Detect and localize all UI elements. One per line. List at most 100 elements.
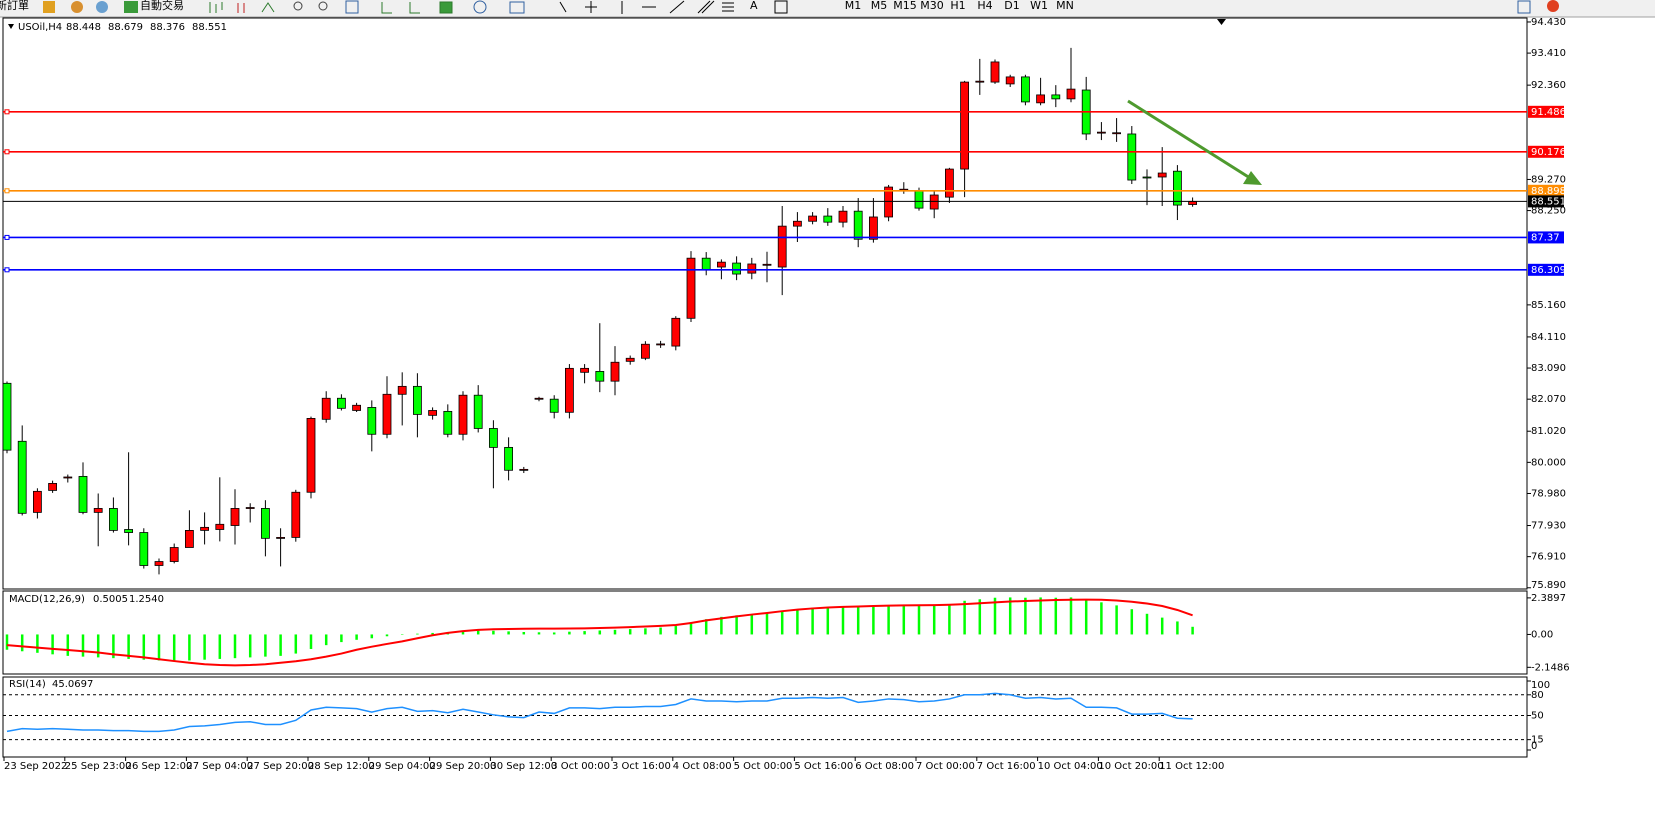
cursor-tool[interactable] (559, 1, 567, 13)
candle-body (33, 490, 42, 513)
line-handle (4, 188, 10, 194)
chart-shift-marker (1217, 19, 1226, 25)
icon[interactable] (43, 1, 55, 13)
y-tick-label: 50 (1531, 711, 1544, 722)
candle-body (1036, 94, 1045, 104)
icon[interactable] (96, 1, 108, 13)
y-tick-label: 92.360 (1531, 80, 1566, 91)
toolbar (0, 0, 1655, 17)
candle-body (534, 397, 544, 400)
candle-body (595, 371, 605, 382)
candle-body (488, 428, 498, 448)
timeframe-button[interactable]: MN (1056, 0, 1074, 12)
icon[interactable] (439, 1, 453, 14)
timeframe-button[interactable]: H4 (977, 0, 992, 12)
x-tick-label: 4 Oct 08:00 (673, 761, 732, 772)
main-panel (2, 17, 1528, 590)
x-tick-label: 7 Oct 16:00 (977, 761, 1036, 772)
timeframe-button[interactable]: M30 (920, 0, 944, 12)
candle-body (519, 468, 529, 471)
text-tool[interactable]: A (750, 0, 758, 12)
y-tick-label: 77.930 (1531, 521, 1566, 532)
trendline-tool[interactable] (669, 0, 685, 14)
candle-body (336, 397, 346, 409)
notification-icon[interactable] (1547, 0, 1559, 12)
icon[interactable] (237, 3, 245, 13)
trend-arrow (1127, 99, 1262, 185)
candle-body (473, 394, 483, 429)
y-tick-label: 94.430 (1531, 17, 1566, 28)
candle-body (1127, 133, 1137, 181)
candle-body (1173, 170, 1182, 206)
candle-body (443, 410, 453, 435)
timeframe-bar: M1 M5 M15 M30 H1 H4 D1 W1 MN (845, 0, 1074, 12)
timeframe-button[interactable]: W1 (1030, 0, 1048, 12)
new-order-button[interactable]: 新訂單 (0, 0, 29, 12)
y-tick-label: -2.1486 (1531, 662, 1570, 673)
price-label: 88.551 (1531, 196, 1566, 207)
candle-body (929, 194, 939, 210)
icon[interactable] (293, 1, 303, 11)
x-tick-label: 29 Sep 20:00 (430, 761, 497, 772)
line-handle (4, 267, 10, 273)
y-tick-label: 83.090 (1531, 363, 1566, 374)
timeframe-button[interactable]: M15 (893, 0, 917, 12)
candle-body (260, 508, 270, 539)
rsi-readout: 45.0697 (52, 679, 93, 690)
candle-body (1112, 132, 1121, 135)
candle-body (1066, 88, 1076, 100)
autotrade-button[interactable]: 自動交易 (140, 0, 184, 12)
search-icon[interactable] (1517, 0, 1531, 14)
icon[interactable] (409, 2, 420, 14)
fibo-tool[interactable] (722, 2, 734, 12)
arrow-head (1243, 171, 1262, 185)
timeframe-button[interactable]: D1 (1004, 0, 1019, 12)
icon[interactable] (71, 1, 83, 13)
macd-chart: MACD(12,26,9) 0.5005 1.2540 2.3897 0.00 -2.14… (5, 593, 1570, 673)
ohlc-readout: 88.551 (192, 22, 227, 33)
candle-body (656, 343, 665, 346)
timeframe-button[interactable]: H1 (950, 0, 965, 12)
indicator-title: RSI(14) (9, 679, 46, 690)
timeframe-button[interactable]: M1 (845, 0, 862, 12)
y-tick-label: 80.000 (1531, 457, 1566, 468)
candle-body (306, 418, 316, 493)
y-tick-label: 76.910 (1531, 552, 1566, 563)
crosshair-tool[interactable] (585, 1, 597, 13)
x-tick-label: 28 Sep 12:00 (308, 761, 375, 772)
icon[interactable] (381, 2, 392, 14)
main-chart: USOil,H4 88.448 88.679 88.376 88.551 94.430 93… (2, 17, 1566, 591)
price-label: 90.176 (1531, 147, 1566, 158)
y-tick-label: 84.110 (1531, 332, 1566, 343)
candle-body (63, 476, 73, 479)
line-handle (4, 149, 10, 155)
y-tick-label: 78.980 (1531, 488, 1566, 499)
icon[interactable] (345, 0, 359, 14)
price-label-box (1528, 184, 1564, 197)
candle-body (321, 397, 331, 420)
price-label-box (1528, 145, 1564, 158)
signal-readout: 1.2540 (129, 594, 164, 605)
timeframe-button[interactable]: M5 (871, 0, 888, 12)
icon[interactable] (473, 0, 487, 14)
icon[interactable] (318, 1, 328, 11)
icon[interactable] (509, 1, 525, 14)
autotrade-icon[interactable] (124, 1, 138, 13)
rsi-line (6, 692, 1193, 733)
candle-body (169, 547, 179, 562)
candle-body (823, 215, 833, 223)
icon[interactable] (261, 2, 275, 13)
x-tick-label: 6 Oct 08:00 (855, 761, 914, 772)
candle-body (48, 483, 57, 491)
channel-tool[interactable] (697, 0, 715, 14)
x-tick-label: 5 Oct 16:00 (794, 761, 853, 772)
candle-body (717, 261, 726, 268)
y-tick-label: 0.00 (1531, 629, 1553, 640)
y-tick-label: 80 (1531, 690, 1544, 701)
icon[interactable] (209, 2, 223, 13)
candle-body (762, 263, 772, 266)
ohlc-readout: 88.376 (150, 22, 185, 33)
label-tool[interactable] (774, 0, 788, 14)
